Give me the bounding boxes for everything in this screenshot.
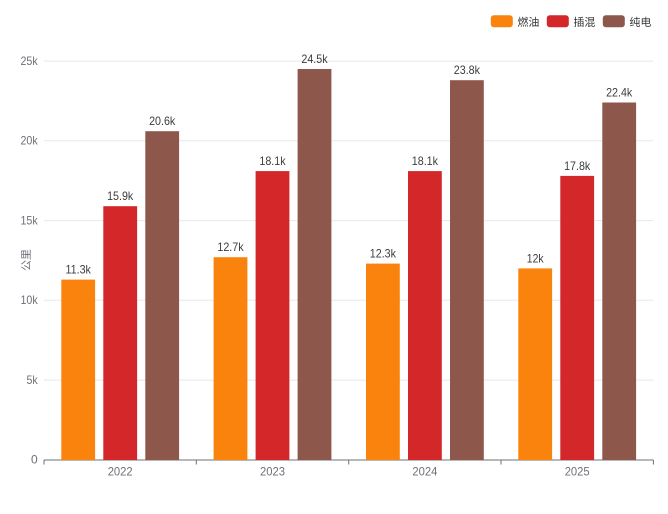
svg-text:12k: 12k <box>527 251 545 265</box>
svg-text:15.9k: 15.9k <box>107 189 134 203</box>
svg-text:2024: 2024 <box>412 465 437 479</box>
svg-text:25k: 25k <box>21 54 39 68</box>
svg-text:12.3k: 12.3k <box>370 247 397 261</box>
svg-text:12.7k: 12.7k <box>217 240 244 254</box>
svg-text:2025: 2025 <box>565 465 590 479</box>
svg-text:24.5k: 24.5k <box>301 52 328 66</box>
svg-text:18.1k: 18.1k <box>412 154 439 168</box>
svg-text:10k: 10k <box>21 293 39 307</box>
svg-text:18.1k: 18.1k <box>259 154 286 168</box>
svg-text:2022: 2022 <box>108 465 133 479</box>
svg-text:17.8k: 17.8k <box>564 159 591 173</box>
svg-text:15k: 15k <box>21 213 39 227</box>
svg-text:2023: 2023 <box>260 465 285 479</box>
svg-text:20k: 20k <box>21 134 39 148</box>
svg-text:22.4k: 22.4k <box>606 86 633 100</box>
svg-text:11.3k: 11.3k <box>65 263 91 277</box>
svg-text:23.8k: 23.8k <box>454 63 481 77</box>
svg-text:5k: 5k <box>27 373 39 387</box>
svg-text:20.6k: 20.6k <box>149 114 176 128</box>
svg-text:0: 0 <box>31 453 38 467</box>
